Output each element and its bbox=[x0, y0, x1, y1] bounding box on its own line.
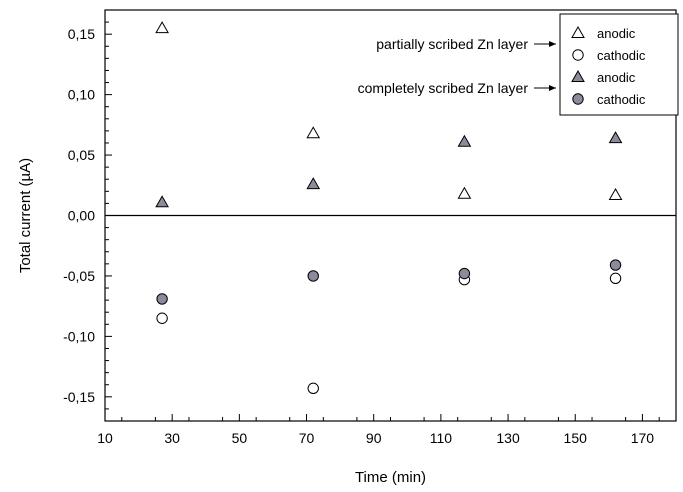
x-tick-label: 50 bbox=[232, 430, 248, 446]
data-point bbox=[306, 126, 321, 139]
y-tick-label: 0,15 bbox=[68, 26, 95, 42]
annotation-label: partially scribed Zn layer bbox=[376, 36, 528, 52]
data-point bbox=[457, 134, 472, 147]
data-point bbox=[156, 312, 168, 324]
x-tick-label: 130 bbox=[496, 430, 520, 446]
y-tick-label: -0,05 bbox=[63, 268, 95, 284]
data-point bbox=[609, 272, 622, 285]
y-tick-label: 0,00 bbox=[68, 208, 95, 224]
data-points bbox=[155, 21, 623, 395]
data-point bbox=[307, 270, 319, 282]
x-tick-label: 70 bbox=[299, 430, 315, 446]
data-point bbox=[608, 187, 623, 200]
x-tick-label: 110 bbox=[430, 430, 453, 446]
data-point bbox=[608, 131, 623, 144]
data-point bbox=[457, 186, 472, 199]
data-point bbox=[609, 259, 622, 271]
y-tick-label: -0,10 bbox=[63, 328, 95, 344]
data-point bbox=[458, 267, 471, 280]
x-tick-label: 10 bbox=[97, 430, 113, 446]
x-tick-label: 150 bbox=[564, 430, 588, 446]
plot-frame bbox=[104, 9, 677, 422]
data-point bbox=[306, 177, 321, 190]
legend-marker bbox=[571, 25, 585, 38]
x-tick-label: 170 bbox=[631, 430, 655, 446]
legend-marker bbox=[571, 69, 585, 82]
y-tick-label: -0,15 bbox=[63, 389, 95, 405]
y-tick-label: 0,05 bbox=[68, 147, 95, 163]
data-point bbox=[307, 382, 319, 395]
data-point bbox=[155, 195, 169, 208]
y-axis-title: Total current (µA) bbox=[17, 158, 34, 273]
data-point bbox=[155, 21, 169, 34]
legend-label: anodic bbox=[597, 26, 636, 41]
data-point bbox=[156, 293, 168, 305]
legend-label: cathodic bbox=[597, 48, 646, 63]
annotation-label: completely scribed Zn layer bbox=[358, 80, 529, 96]
annotations: partially scribed Zn layer completely scr… bbox=[358, 36, 556, 96]
legend-marker bbox=[572, 49, 584, 61]
x-tick-label: 30 bbox=[164, 430, 180, 446]
x-tick-label: 90 bbox=[366, 430, 382, 446]
legend-label: anodic bbox=[597, 70, 636, 85]
legend-label: cathodic bbox=[597, 92, 646, 107]
legend-marker bbox=[572, 93, 584, 105]
legend: anodic cathodic anodic cathodic bbox=[559, 13, 679, 116]
x-axis-title: Time (min) bbox=[355, 469, 426, 486]
axis-ticks: 10 30 50 70 90 110 130 150 170 -0,15 -0,10 -0,05 0,0… bbox=[63, 21, 660, 446]
y-tick-label: 0,10 bbox=[68, 87, 95, 103]
